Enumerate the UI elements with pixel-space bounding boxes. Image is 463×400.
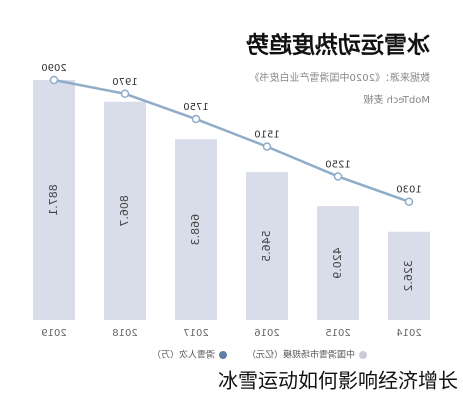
bar — [388, 231, 430, 320]
source: MobTech 麦椒 — [363, 93, 430, 106]
bar-label: 806.7 — [118, 195, 131, 227]
x-tick-label: 2017 — [183, 328, 208, 339]
mirrored-chart: 冰雪运动热度趋势 数据来源：《2020中国滑雪产业白皮书》 MobTech 麦椒… — [33, 32, 430, 361]
bar-label: 668.3 — [189, 214, 202, 246]
bar-label: 420.9 — [331, 247, 344, 279]
point — [120, 89, 130, 99]
legend-label: 中国滑雪市场规模（亿元） — [247, 349, 355, 361]
caption: 冰雪运动如何影响经济增长 — [218, 369, 458, 393]
point-label: 1510 — [254, 130, 279, 141]
point-label: 2090 — [41, 63, 66, 74]
x-tick-label: 2014 — [396, 328, 421, 339]
point-label: 1970 — [112, 77, 137, 88]
point — [262, 142, 272, 151]
bar-label: 887.1 — [47, 184, 60, 216]
point-label: 1750 — [183, 102, 208, 113]
source: 数据来源：《2020中国滑雪产业白皮书》 — [250, 71, 430, 84]
x-tick-label: 2019 — [41, 328, 66, 339]
bar — [33, 80, 75, 320]
bar — [246, 172, 288, 320]
point-label: 1030 — [396, 185, 421, 196]
point — [333, 172, 343, 181]
bar — [104, 101, 146, 321]
line — [53, 78, 410, 203]
legend-swatch — [359, 351, 367, 359]
bar — [317, 206, 359, 320]
bar-label: 546.5 — [260, 230, 273, 262]
x-tick-label: 2018 — [112, 328, 137, 339]
point — [49, 75, 59, 85]
x-tick-label: 2015 — [325, 328, 350, 339]
chart-title: 冰雪运动热度趋势 — [246, 32, 430, 59]
legend-label: 滑雪人次（万） — [152, 349, 215, 361]
x-tick-label: 2016 — [254, 328, 279, 339]
legend-swatch — [219, 351, 227, 359]
bar — [175, 139, 217, 320]
point-label: 1250 — [325, 159, 350, 170]
bar-label: 326.2 — [402, 260, 415, 292]
point — [191, 114, 201, 124]
point — [404, 197, 414, 206]
